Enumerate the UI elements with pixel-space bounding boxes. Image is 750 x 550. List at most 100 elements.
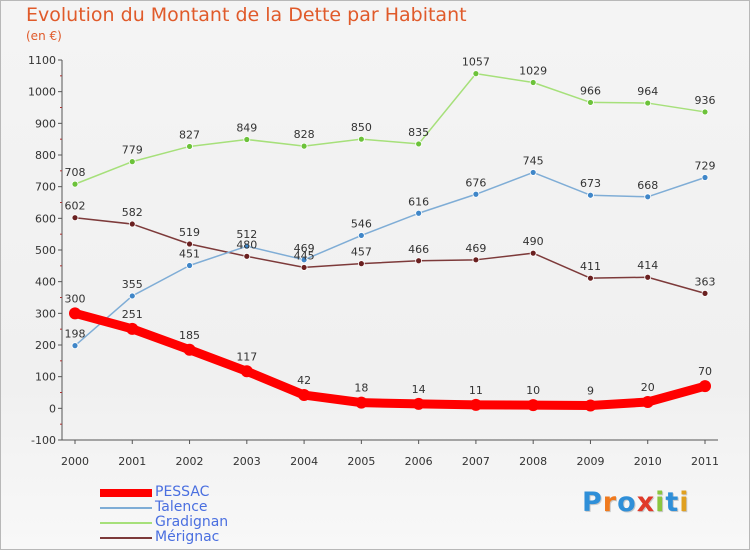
data-point <box>126 322 139 335</box>
legend-swatch <box>100 537 152 539</box>
series-line-gradignan <box>74 72 706 185</box>
data-label: 445 <box>294 249 315 262</box>
data-point <box>298 389 311 402</box>
data-label: 676 <box>465 176 486 189</box>
data-label: 300 <box>65 292 86 305</box>
x-tick-label: 2011 <box>691 455 719 468</box>
y-tick-label: 600 <box>35 212 56 225</box>
data-label: 512 <box>236 228 257 241</box>
series-line-mérignac <box>74 216 706 295</box>
x-tick-label: 2010 <box>634 455 662 468</box>
y-tick-label: 700 <box>35 181 56 194</box>
data-label: 582 <box>122 206 143 219</box>
data-point <box>128 220 136 228</box>
data-label: 20 <box>641 381 655 394</box>
chart-title: Evolution du Montant de la Dette par Hab… <box>26 4 467 26</box>
data-label: 70 <box>698 365 712 378</box>
data-label: 708 <box>65 166 86 179</box>
data-label: 10 <box>526 384 540 397</box>
y-tick-label: 100 <box>35 371 56 384</box>
data-point <box>243 242 251 250</box>
data-label: 414 <box>637 259 658 272</box>
data-label: 828 <box>294 128 315 141</box>
data-point <box>587 274 594 282</box>
data-point <box>644 193 652 201</box>
y-tick-label: 400 <box>35 276 56 289</box>
x-tick-label: 2006 <box>405 455 433 468</box>
x-tick-label: 2007 <box>462 455 490 468</box>
legend-label: PESSAC <box>155 484 210 500</box>
data-label: 673 <box>580 177 601 190</box>
data-point <box>529 169 537 176</box>
data-point <box>128 292 136 300</box>
data-point <box>240 365 253 378</box>
data-label: 185 <box>179 329 200 342</box>
y-tick-label: 500 <box>35 244 56 257</box>
data-point <box>300 264 308 271</box>
data-label: 668 <box>637 179 658 192</box>
data-label: 936 <box>695 94 716 107</box>
x-tick-label: 2009 <box>576 455 604 468</box>
data-point <box>472 70 480 78</box>
data-label: 616 <box>408 195 429 208</box>
data-point <box>243 252 251 260</box>
data-label: 1057 <box>462 56 490 69</box>
data-label: 42 <box>297 374 311 387</box>
y-tick-label: 0 <box>49 402 56 415</box>
legend-label: Mérignac <box>155 529 220 545</box>
data-point <box>69 307 81 320</box>
data-point <box>415 140 423 148</box>
data-label: 198 <box>65 328 86 341</box>
data-point <box>415 257 423 265</box>
x-tick-label: 2008 <box>519 455 547 468</box>
data-label: 451 <box>179 248 200 261</box>
data-point <box>587 99 594 106</box>
data-point <box>644 99 652 107</box>
data-point <box>128 158 136 166</box>
data-label: 466 <box>408 243 429 256</box>
x-tick-label: 2004 <box>290 455 318 468</box>
y-tick-label: 300 <box>35 307 56 320</box>
data-point <box>584 399 597 412</box>
data-point <box>472 256 480 264</box>
y-tick-label: 200 <box>35 339 56 352</box>
chart-subtitle: (en €) <box>26 29 62 43</box>
data-point <box>412 397 425 410</box>
proxiti-logo: Proxiti <box>582 487 690 518</box>
data-label: 480 <box>236 238 257 251</box>
y-tick-label: 900 <box>35 117 56 130</box>
data-point <box>469 398 482 411</box>
data-point <box>243 136 251 143</box>
data-point <box>587 191 594 199</box>
data-label: 251 <box>122 308 143 321</box>
data-label: 745 <box>523 154 544 167</box>
data-point <box>183 343 196 356</box>
y-tick-label: 800 <box>35 149 56 162</box>
data-label: 14 <box>412 383 426 396</box>
data-point <box>71 180 79 188</box>
data-point <box>71 342 79 350</box>
legend-swatch <box>100 522 152 524</box>
data-label: 18 <box>354 382 368 395</box>
data-label: 546 <box>351 217 372 230</box>
data-label: 457 <box>351 246 372 259</box>
data-point <box>472 190 480 198</box>
legend-swatch <box>100 507 152 509</box>
x-tick-label: 2003 <box>233 455 261 468</box>
legend-label: Talence <box>155 499 208 515</box>
data-point <box>357 260 365 268</box>
data-label: 602 <box>65 200 86 213</box>
data-point <box>527 399 540 412</box>
data-point <box>71 214 79 222</box>
data-label: 966 <box>580 84 601 97</box>
data-label: 827 <box>179 128 200 141</box>
series-line-talence <box>74 171 706 347</box>
data-point <box>701 174 709 181</box>
y-tick-label: 1100 <box>28 54 56 67</box>
data-label: 411 <box>580 260 601 273</box>
data-label: 363 <box>695 275 716 288</box>
data-label: 835 <box>408 126 429 139</box>
data-label: 11 <box>469 384 483 397</box>
data-point <box>641 396 654 408</box>
